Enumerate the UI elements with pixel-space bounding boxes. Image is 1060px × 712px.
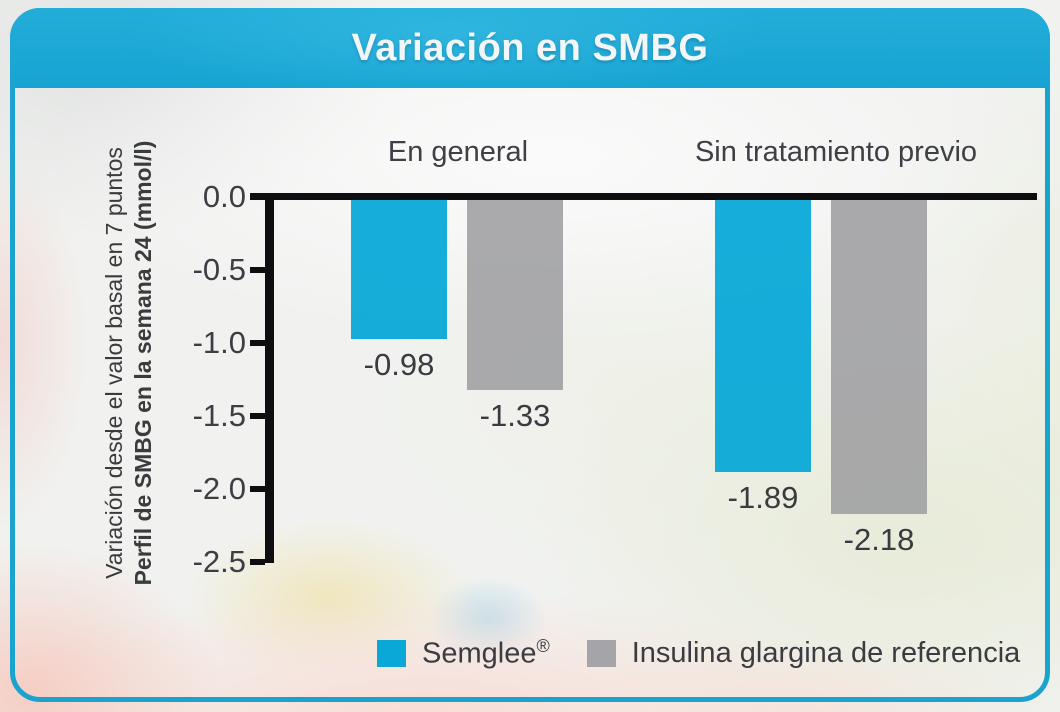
registered-trademark-symbol: ®	[536, 636, 550, 656]
y-axis-tick	[250, 339, 265, 346]
legend-item-glargina: Insulina glargina de referencia	[586, 636, 1021, 670]
y-axis-tick-label: -1.0	[192, 324, 246, 360]
bar-value-label: -1.33	[479, 398, 551, 433]
y-axis-tick	[250, 412, 265, 419]
legend-label-glargina: Insulina glargina de referencia	[631, 636, 1021, 669]
y-axis-tick-label: -2.0	[192, 470, 246, 506]
bar-insulina	[467, 200, 563, 390]
bar-insulina	[831, 200, 927, 514]
group-label: Sin tratamiento previo	[694, 136, 978, 168]
legend-item-semglee: Semglee®	[377, 636, 550, 671]
y-axis-tick-label: -2.5	[192, 543, 246, 579]
legend-label-semglee: Semglee®	[422, 636, 550, 670]
bar-value-label: -0.98	[363, 347, 435, 382]
legend: Semglee® Insulina glargina de referencia	[377, 636, 1020, 671]
bar-value-label: -2.18	[843, 522, 915, 557]
y-axis-tick	[250, 485, 265, 492]
chart-title: Variación en SMBG	[351, 27, 709, 69]
y-axis-tick-label: -0.5	[192, 251, 246, 287]
y-axis-tick	[250, 558, 265, 565]
title-bar: Variación en SMBG	[10, 8, 1050, 88]
group-label: En general	[387, 136, 529, 168]
bar-semglee	[351, 200, 447, 339]
glargina-color-swatch-icon	[586, 639, 616, 667]
bar-value-label: -1.89	[727, 480, 799, 515]
y-axis-tick-label: -1.5	[192, 397, 246, 433]
y-axis-tick-label: 0.0	[202, 178, 246, 214]
x-axis-zero-line	[250, 193, 1037, 200]
bar-semglee	[715, 200, 811, 472]
y-axis-line	[265, 193, 274, 563]
y-axis-tick	[250, 266, 265, 273]
semglee-color-swatch-icon	[377, 639, 406, 667]
